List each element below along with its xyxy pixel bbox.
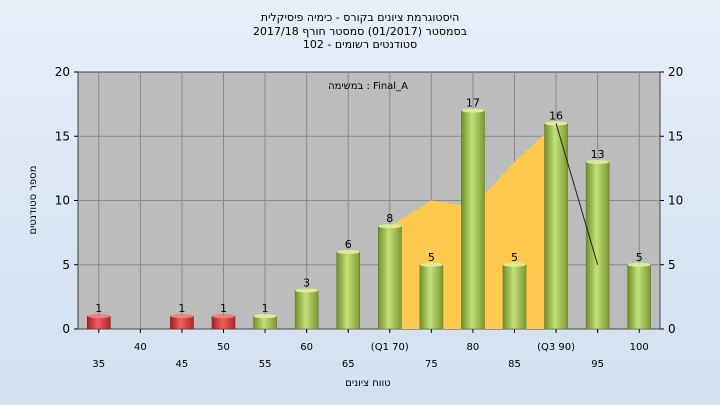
x-axis-label: טווח ציונים — [345, 378, 390, 389]
bar-60 — [294, 290, 319, 330]
bar-top-60 — [295, 288, 319, 293]
bar-top-95 — [586, 159, 610, 164]
value-label-90: 16 — [549, 109, 563, 122]
value-label-55: 1 — [262, 302, 269, 315]
value-label-65: 6 — [345, 238, 352, 251]
chart-title: היסטוגרמת ציונים בקורס - כימיה פיסיקלית … — [253, 11, 467, 51]
x-tick-label: (Q1 70) — [371, 342, 409, 353]
x-tick-label: 40 — [134, 342, 147, 353]
y-tick-label-right: 0 — [668, 322, 676, 336]
bar-top-50 — [212, 314, 235, 319]
bar-90 — [544, 123, 568, 330]
y-tick-label-right: 5 — [668, 258, 676, 272]
value-label-35: 1 — [95, 302, 102, 315]
x-tick-label: 100 — [630, 342, 649, 353]
x-tick-label: (Q3 90) — [537, 342, 575, 353]
chart-annotation: במשימה : Final_A — [328, 81, 408, 92]
bar-80 — [461, 110, 485, 330]
bar-70 — [377, 225, 402, 330]
value-label-100: 5 — [636, 251, 643, 264]
bar-top-70 — [378, 224, 402, 229]
y-tick-label-left: 0 — [62, 322, 70, 336]
value-label-75: 5 — [428, 251, 435, 264]
y-tick-label-left: 10 — [55, 194, 70, 208]
bar-top-55 — [253, 314, 277, 319]
bar-75 — [419, 264, 444, 330]
x-axis: 40 50 60 (Q1 70) 80 (Q3 90) 100 35 45 55 65 75 85 95 — [92, 329, 649, 370]
bar-top-80 — [461, 108, 485, 113]
x-tick-label: 50 — [217, 342, 230, 353]
title-line-2: בסמסטר (01/2017) סמסטר חורף 2017/18 — [253, 25, 467, 38]
bar-top-35 — [87, 314, 111, 319]
x-tick-label: 95 — [591, 359, 604, 370]
bar-95 — [585, 161, 610, 330]
value-label-70: 8 — [386, 212, 393, 225]
y-axis-left: 0 5 10 15 20 — [55, 65, 78, 336]
bar-85 — [502, 264, 527, 330]
y-tick-label-right: 10 — [668, 194, 683, 208]
y-tick-label-right: 20 — [668, 65, 683, 79]
x-tick-label: 60 — [300, 342, 313, 353]
y-axis-right: 0 5 10 15 20 — [660, 65, 683, 336]
title-line-1: היסטוגרמת ציונים בקורס - כימיה פיסיקלית — [261, 11, 460, 24]
title-line-3: סטודנטים רשומים - 102 — [303, 38, 417, 51]
value-label-50: 1 — [220, 302, 227, 315]
x-tick-label: 65 — [342, 359, 355, 370]
y-tick-label-left: 15 — [55, 129, 70, 143]
x-tick-label: 75 — [425, 359, 438, 370]
value-label-60: 3 — [303, 276, 310, 289]
bars — [86, 108, 652, 330]
y-axis-label: מספר סטודנטים — [28, 166, 39, 235]
y-tick-label-left: 5 — [62, 258, 70, 272]
bar-top-75 — [419, 262, 443, 267]
y-tick-label-right: 15 — [668, 129, 683, 143]
bar-65 — [336, 251, 361, 330]
value-label-80: 17 — [466, 97, 480, 110]
value-label-95: 13 — [591, 148, 605, 161]
value-label-85: 5 — [511, 251, 518, 264]
y-tick-label-left: 20 — [55, 65, 70, 79]
bar-top-85 — [503, 262, 526, 267]
x-tick-label: 35 — [92, 359, 105, 370]
x-tick-label: 85 — [508, 359, 521, 370]
x-tick-label: 80 — [467, 342, 480, 353]
bar-top-65 — [336, 249, 360, 254]
bar-top-100 — [627, 262, 651, 267]
value-label-45: 1 — [178, 302, 185, 315]
bar-top-45 — [170, 314, 194, 319]
x-tick-label: 45 — [176, 359, 189, 370]
x-tick-label: 55 — [259, 359, 272, 370]
trend-line — [555, 123, 599, 265]
bar-100 — [627, 264, 652, 330]
